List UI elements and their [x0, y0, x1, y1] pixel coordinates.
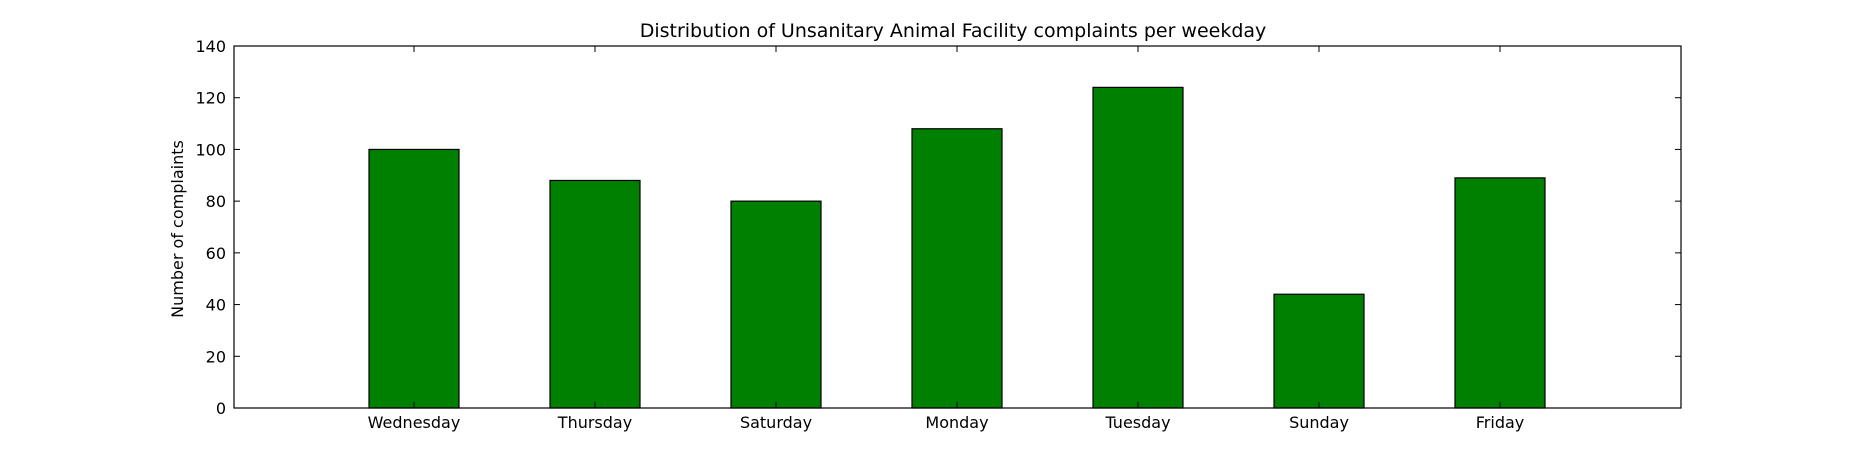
y-tick-label: 80: [206, 192, 226, 211]
y-axis-label: Number of complaints: [168, 140, 187, 318]
y-tick-label: 120: [195, 89, 226, 108]
bar-monday: [911, 128, 1003, 409]
x-tick-label: Sunday: [1289, 413, 1349, 432]
y-tick-label: 40: [206, 296, 226, 315]
bar-saturday: [730, 200, 822, 409]
bar-tuesday: [1092, 86, 1184, 409]
plot-area: 0 20 40 60 80 100 120 140 Wednesday Thursday Satur…: [195, 37, 1682, 432]
chart-title: Distribution of Unsanitary Animal Facili…: [640, 20, 1267, 42]
x-tick-label: Monday: [925, 413, 988, 432]
bar-friday: [1454, 177, 1546, 409]
y-tick-label: 20: [206, 347, 226, 366]
axes-frame: [233, 45, 1682, 409]
bar-sunday: [1273, 293, 1365, 409]
x-tick-label: Thursday: [557, 413, 632, 432]
bar-thursday: [549, 179, 641, 409]
y-tick-label: 140: [195, 37, 226, 56]
bar-wednesday: [368, 148, 460, 409]
y-tick-label: 60: [206, 244, 226, 263]
y-tick-label: 100: [195, 140, 226, 159]
x-tick-label: Friday: [1476, 413, 1525, 432]
y-tick-label: 0: [216, 399, 226, 418]
x-tick-label: Wednesday: [368, 413, 461, 432]
x-tick-label: Saturday: [740, 413, 812, 432]
x-tick-label: Tuesday: [1104, 413, 1170, 432]
